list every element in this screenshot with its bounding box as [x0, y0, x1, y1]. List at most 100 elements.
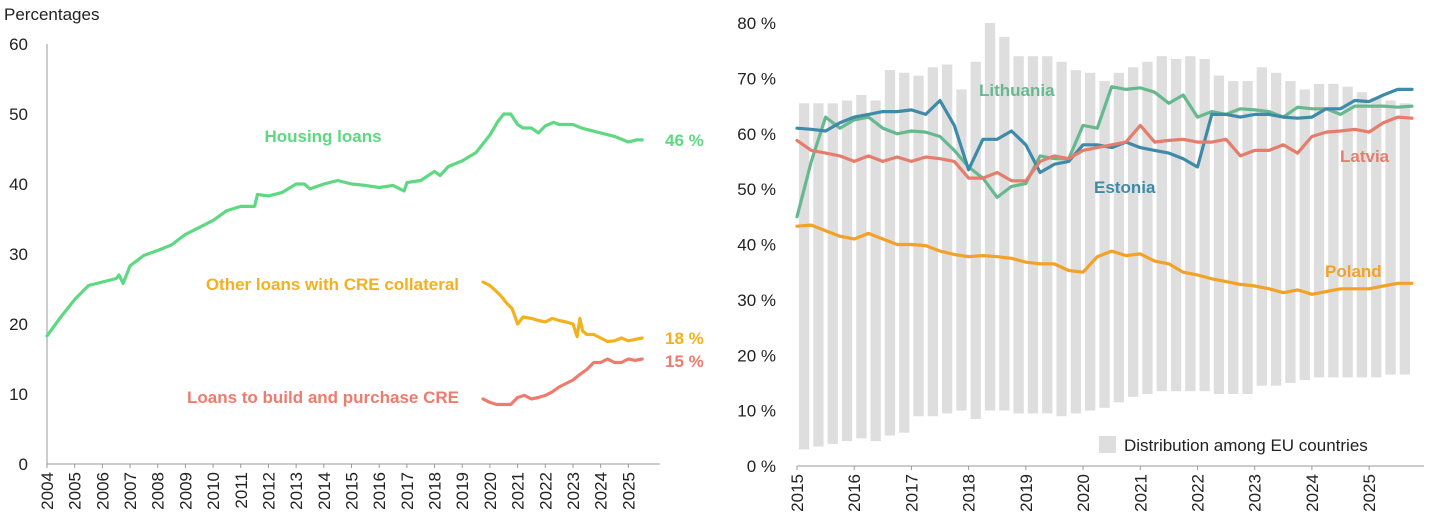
- distribution-bar: [1271, 72, 1282, 386]
- distribution-bar: [841, 100, 853, 442]
- distribution-bar: [1056, 61, 1067, 417]
- distribution-bar: [1299, 89, 1310, 381]
- distribution-bar: [1142, 61, 1153, 395]
- right-x-tick-label: 2015: [788, 474, 807, 512]
- distribution-bar: [1371, 97, 1382, 378]
- left-x-tick-label: 2008: [149, 472, 168, 510]
- distribution-bar: [1170, 59, 1182, 392]
- distribution-bar: [1356, 92, 1368, 378]
- left-x-tick-label: 2006: [93, 472, 112, 510]
- left-y-tick-label: 40: [9, 175, 28, 194]
- legend: Distribution among EU countries: [1099, 436, 1368, 455]
- right-x-tick-label: 2017: [902, 474, 921, 512]
- left-x-tick-label: 2022: [536, 472, 555, 510]
- left-x-tick-label: 2005: [66, 472, 85, 510]
- right-x-tick-label: 2016: [845, 474, 864, 512]
- right-x-tick-label: 2025: [1360, 474, 1379, 512]
- left-y-tick-label: 30: [9, 245, 28, 264]
- distribution-bar: [984, 23, 996, 411]
- left-x-tick-label: 2007: [121, 472, 140, 510]
- right-series-estonia-label: Estonia: [1094, 178, 1156, 197]
- distribution-bar: [1042, 56, 1053, 414]
- distribution-bar: [1185, 56, 1196, 392]
- distribution-bar: [942, 64, 953, 414]
- distribution-bar: [956, 89, 967, 411]
- legend-label: Distribution among EU countries: [1124, 436, 1368, 455]
- left-series-other-loans-with-cre-collateral-line: [481, 280, 644, 344]
- right-x-tick-label: 2023: [1246, 474, 1265, 512]
- left-x-tick-label: 2019: [453, 472, 472, 510]
- left-y-tick-label: 10: [9, 385, 28, 404]
- right-series-poland-line: [795, 223, 1414, 296]
- legend-swatch: [1099, 436, 1116, 453]
- right-y-tick-label: 50 %: [737, 180, 776, 199]
- left-series-loans-to-build-and-purchase-cre-line: [481, 357, 644, 407]
- distribution-bar: [1085, 72, 1096, 411]
- left-chart: Percentages 0 10 20 30 40 50 60 2004 2005 2006 200…: [4, 5, 704, 510]
- right-x-tick-label: 2018: [960, 474, 979, 512]
- left-x-tick-label: 2023: [564, 472, 583, 510]
- left-y-tick-label: 20: [9, 315, 28, 334]
- distribution-bar: [927, 67, 938, 417]
- left-series-loans-to-build-and-purchase-cre-end-label: 15 %: [665, 352, 704, 371]
- left-x-tick-label: 2024: [592, 472, 611, 510]
- distribution-bar: [870, 100, 881, 442]
- left-x-tick-label: 2013: [287, 472, 306, 510]
- right-y-tick-label: 20 %: [737, 346, 776, 365]
- right-chart: 0 % 10 % 20 % 30 % 40 % 50 % 60 % 70 % 80 % 2015 2…: [737, 14, 1424, 512]
- distribution-bar: [970, 61, 981, 420]
- distribution-bar: [1342, 86, 1353, 378]
- left-x-tick-label: 2015: [343, 472, 362, 510]
- distribution-bar: [1328, 83, 1339, 378]
- left-series-housing-loans-line: [45, 112, 644, 338]
- distribution-bar: [1313, 83, 1325, 378]
- distribution-bar: [827, 103, 838, 444]
- distribution-bar: [1027, 56, 1039, 414]
- left-x-tick-label: 2004: [38, 472, 57, 510]
- left-x-tick-label: 2012: [259, 472, 278, 510]
- distribution-bar: [1013, 56, 1024, 414]
- right-series-latvia-line: [795, 115, 1414, 183]
- left-x-tick-label: 2014: [315, 472, 334, 510]
- distribution-bar: [799, 103, 810, 450]
- left-series-loans-to-build-and-purchase-cre-label: Loans to build and purchase CRE: [187, 388, 459, 407]
- left-x-tick-label: 2021: [509, 472, 528, 510]
- left-x-tick-label: 2020: [481, 472, 500, 510]
- distribution-bar: [1285, 81, 1296, 383]
- right-y-tick-label: 0 %: [747, 457, 776, 476]
- distribution-bar: [1213, 75, 1225, 394]
- left-y-tick-label: 50: [9, 105, 28, 124]
- right-series-poland-label: Poland: [1325, 262, 1382, 281]
- distribution-bar: [999, 36, 1010, 411]
- left-x-tick-label: 2016: [370, 472, 389, 510]
- right-x-tick-label: 2020: [1074, 474, 1093, 512]
- left-y-tick-label: 0: [19, 455, 28, 474]
- right-y-tick-label: 80 %: [737, 14, 776, 33]
- left-x-tick-label: 2010: [204, 472, 223, 510]
- left-series-housing-loans-label: Housing loans: [264, 127, 381, 146]
- right-x-tick-label: 2022: [1188, 474, 1207, 512]
- distribution-bar: [1113, 72, 1124, 403]
- distribution-bar: [1156, 56, 1167, 392]
- left-x-tick-label: 2018: [426, 472, 445, 510]
- left-x-tick-label: 2017: [398, 472, 417, 510]
- left-x-tick-label: 2025: [619, 472, 638, 510]
- distribution-bar: [1256, 67, 1267, 386]
- distribution-bar: [1070, 70, 1081, 414]
- right-y-tick-label: 60 %: [737, 125, 776, 144]
- right-y-tick-label: 70 %: [737, 69, 776, 88]
- left-x-tick-label: 2011: [232, 472, 251, 509]
- distribution-bar: [1385, 100, 1396, 375]
- right-series-lithuania-line: [795, 85, 1414, 219]
- right-y-tick-label: 40 %: [737, 236, 776, 255]
- left-series-housing-loans-end-label: 46 %: [665, 131, 704, 150]
- left-y-tick-label: 60: [9, 35, 28, 54]
- left-y-axis-label: Percentages: [4, 5, 99, 24]
- right-y-tick-label: 10 %: [737, 402, 776, 421]
- distribution-bar: [1399, 103, 1410, 375]
- distribution-bar: [1199, 59, 1210, 392]
- left-x-tick-label: 2009: [176, 472, 195, 510]
- right-x-tick-label: 2024: [1303, 474, 1322, 512]
- distribution-bar: [1242, 81, 1253, 394]
